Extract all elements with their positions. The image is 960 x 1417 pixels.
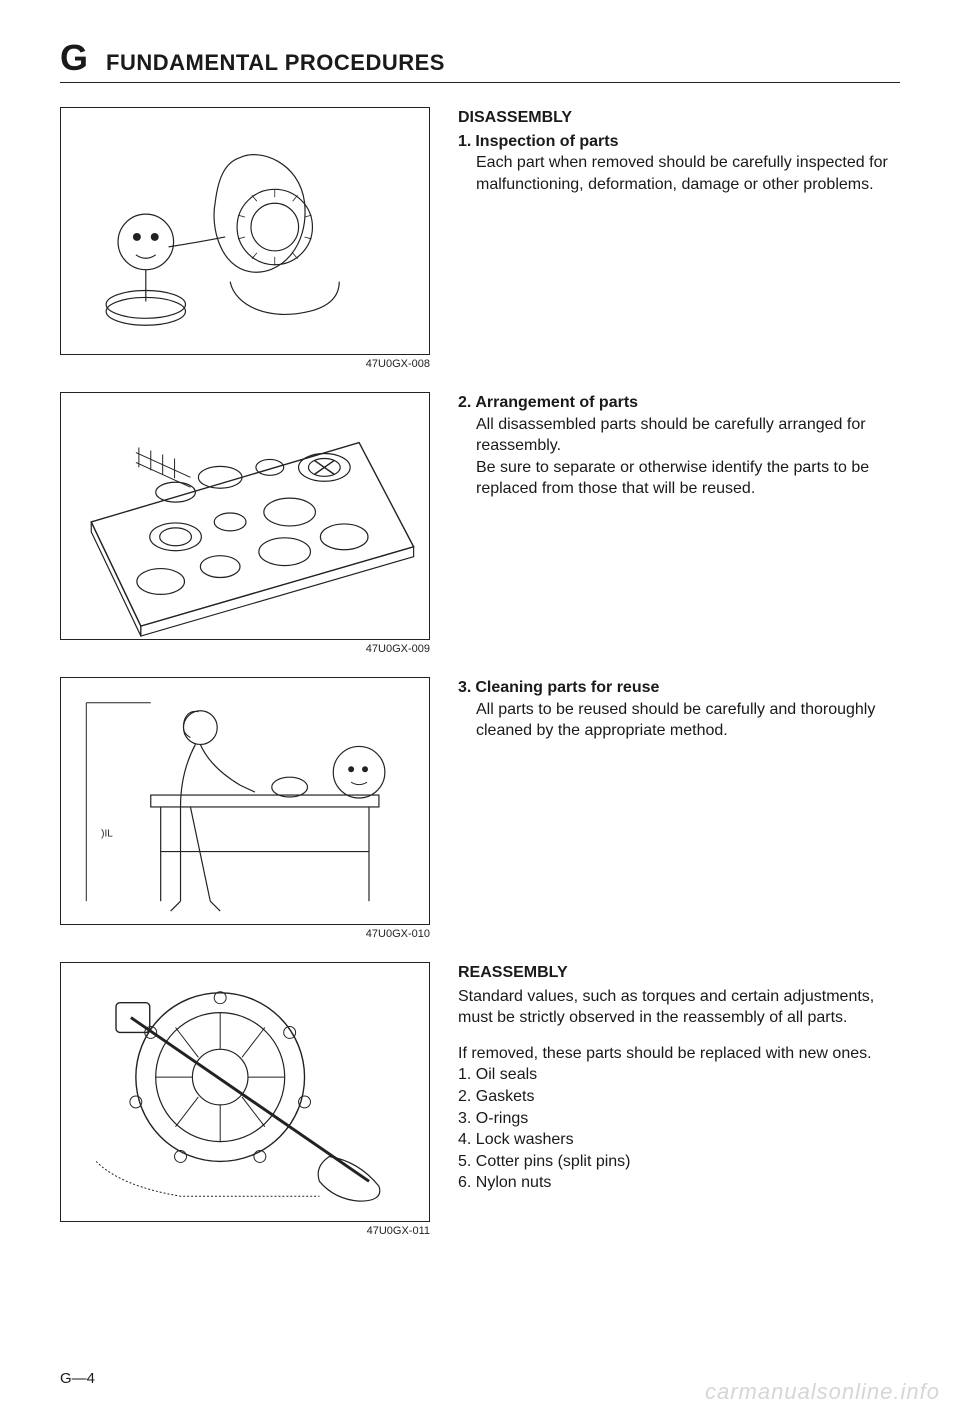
disassembly-heading: DISASSEMBLY <box>458 107 900 129</box>
reassembly-list-block: If removed, these parts should be replac… <box>458 1043 900 1194</box>
row-3: )IL 47U0GX-010 3. Cleaning parts for reu… <box>60 677 900 940</box>
page-header: G FUNDAMENTAL PROCEDURES <box>60 40 900 83</box>
figure-3: )IL <box>60 677 430 925</box>
arrangement-illustration-icon <box>61 393 429 639</box>
section-letter: G <box>60 40 88 76</box>
list-item: 2. Gaskets <box>458 1086 900 1108</box>
item-3-num: 3. <box>458 677 471 699</box>
text-block-4: REASSEMBLY Standard values, such as torq… <box>458 962 900 1194</box>
item-1: 1. Inspection of parts <box>458 131 900 153</box>
figure-3-caption: 47U0GX-010 <box>60 928 430 940</box>
item-2: 2. Arrangement of parts <box>458 392 900 414</box>
cleaning-illustration-icon: )IL <box>61 678 429 924</box>
list-item: 4. Lock washers <box>458 1129 900 1151</box>
text-block-1: DISASSEMBLY 1. Inspection of parts Each … <box>458 107 900 195</box>
figure-1 <box>60 107 430 355</box>
item-2-body-b: Be sure to separate or otherwise identif… <box>458 457 900 500</box>
reassembly-list-intro: If removed, these parts should be replac… <box>458 1043 900 1065</box>
list-item: 3. O-rings <box>458 1108 900 1130</box>
figure-1-caption: 47U0GX-008 <box>60 358 430 370</box>
inspection-illustration-icon <box>61 108 429 354</box>
item-2-body-a: All disassembled parts should be careful… <box>458 414 900 457</box>
text-block-2: 2. Arrangement of parts All disassembled… <box>458 392 900 500</box>
item-3-title: Cleaning parts for reuse <box>475 677 659 699</box>
svg-text:)IL: )IL <box>101 829 113 840</box>
item-1-num: 1. <box>458 131 471 153</box>
figure-4 <box>60 962 430 1222</box>
figure-3-col: )IL 47U0GX-010 <box>60 677 430 940</box>
row-2: 47U0GX-009 2. Arrangement of parts All d… <box>60 392 900 655</box>
list-item: 1. Oil seals <box>458 1064 900 1086</box>
figure-2-caption: 47U0GX-009 <box>60 643 430 655</box>
watermark: carmanualsonline.info <box>705 1379 940 1405</box>
item-2-title: Arrangement of parts <box>475 392 638 414</box>
figure-2-col: 47U0GX-009 <box>60 392 430 655</box>
item-2-num: 2. <box>458 392 471 414</box>
figure-4-col: 47U0GX-011 <box>60 962 430 1237</box>
text-block-3: 3. Cleaning parts for reuse All parts to… <box>458 677 900 742</box>
item-1-body: Each part when removed should be careful… <box>458 152 900 195</box>
figure-2 <box>60 392 430 640</box>
item-3: 3. Cleaning parts for reuse <box>458 677 900 699</box>
figure-4-caption: 47U0GX-011 <box>60 1225 430 1237</box>
row-4: 47U0GX-011 REASSEMBLY Standard values, s… <box>60 962 900 1237</box>
item-3-body: All parts to be reused should be careful… <box>458 699 900 742</box>
list-item: 5. Cotter pins (split pins) <box>458 1151 900 1173</box>
reassembly-illustration-icon <box>61 963 429 1221</box>
reassembly-body: Standard values, such as torques and cer… <box>458 986 900 1029</box>
page-number: G—4 <box>60 1370 95 1387</box>
item-1-title: Inspection of parts <box>475 131 618 153</box>
list-item: 6. Nylon nuts <box>458 1172 900 1194</box>
section-title: FUNDAMENTAL PROCEDURES <box>106 50 445 76</box>
reassembly-heading: REASSEMBLY <box>458 962 900 984</box>
row-1: 47U0GX-008 DISASSEMBLY 1. Inspection of … <box>60 107 900 370</box>
figure-1-col: 47U0GX-008 <box>60 107 430 370</box>
content-area: 47U0GX-008 DISASSEMBLY 1. Inspection of … <box>60 107 900 1237</box>
